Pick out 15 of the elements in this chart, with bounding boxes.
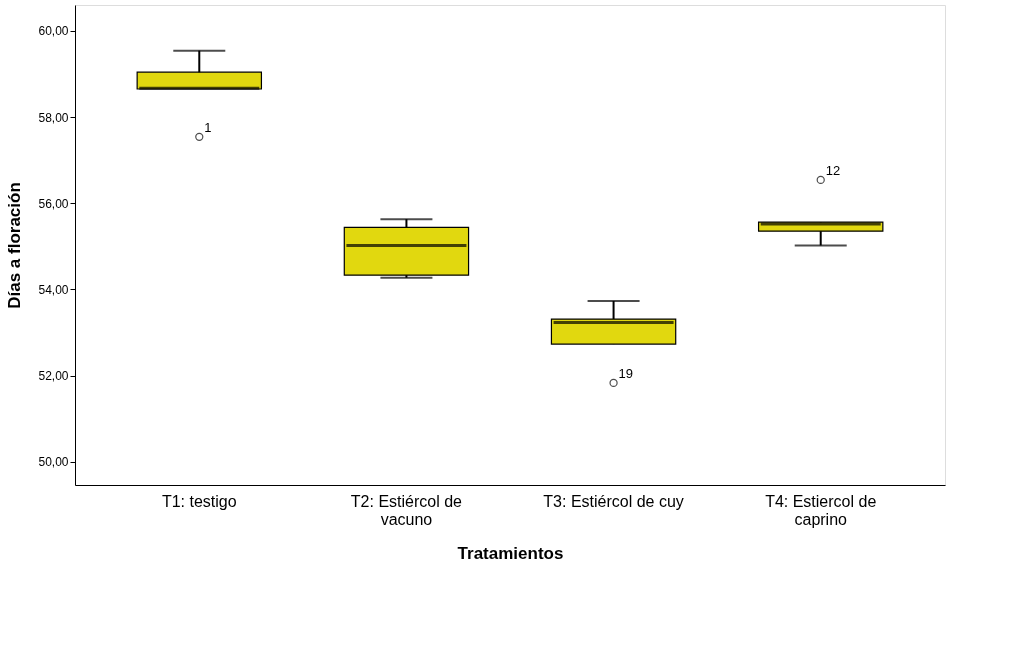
y-tick-label: 52,00	[38, 369, 69, 384]
x-tick-label: T4: Estiercol de caprino	[765, 492, 877, 528]
annotation: 1	[204, 119, 212, 135]
y-tick-label: 56,00	[38, 196, 69, 211]
annotation: 19	[618, 365, 634, 381]
y-tick-label: 54,00	[38, 282, 69, 297]
x-tick-label: T1: testigo	[161, 492, 237, 510]
y-axis-title: Días a floración	[5, 182, 25, 309]
x-tick-label: T3: Estiércol de cuy	[543, 492, 684, 510]
y-tick-label: 50,00	[38, 455, 69, 470]
x-tick-label: T2: Estiércol de vacuno	[350, 492, 463, 528]
x-axis-title: Tratamientos	[457, 543, 564, 563]
y-tick-label: 58,00	[38, 110, 69, 125]
annotation: 12	[825, 162, 841, 178]
y-tick-label: 60,00	[38, 24, 69, 39]
